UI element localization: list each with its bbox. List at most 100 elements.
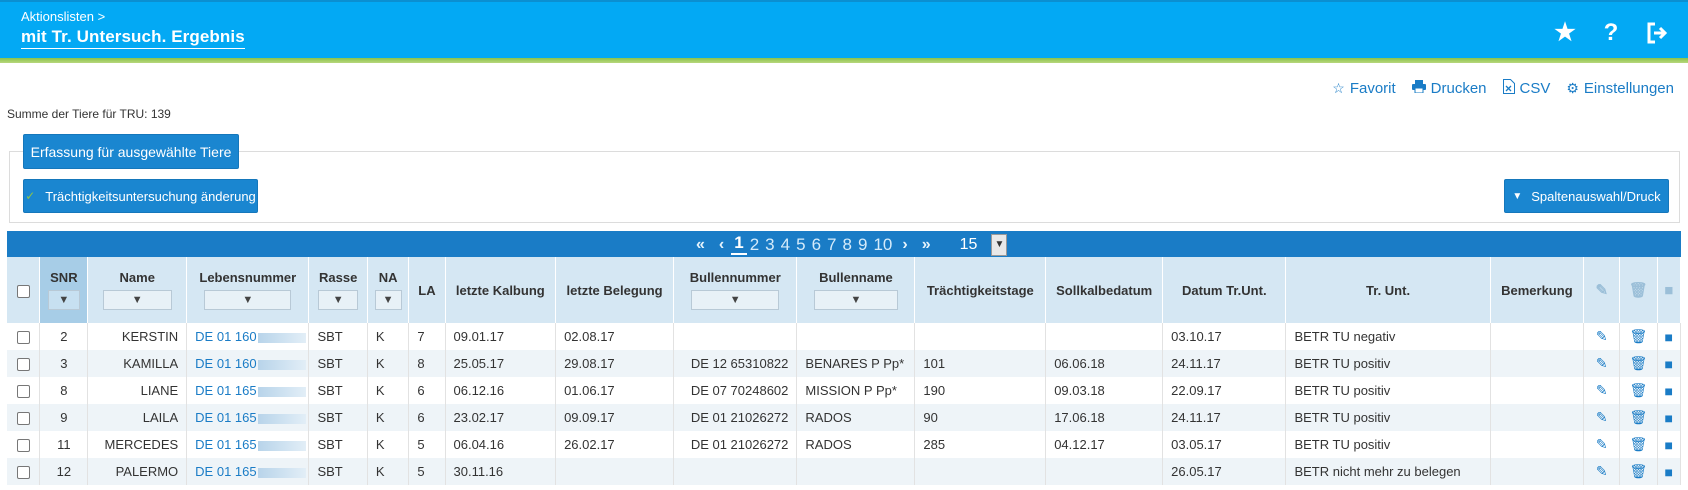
col-traechtigkeitstage[interactable]: Trächtigkeitstage	[914, 257, 1047, 323]
col-tr-unt[interactable]: Tr. Unt.	[1285, 257, 1491, 323]
logout-icon[interactable]	[1642, 20, 1672, 51]
help-icon[interactable]: ?	[1603, 19, 1619, 46]
cell-lebensnummer[interactable]: DE 01 165	[186, 404, 310, 431]
per-page-select[interactable]: 15 ▼	[960, 234, 1008, 256]
pencil-icon[interactable]: ✎	[1595, 355, 1608, 371]
col-snr[interactable]: SNR ▼	[39, 257, 89, 323]
page-link[interactable]: 2	[749, 235, 760, 254]
star-icon[interactable]: ★	[1554, 19, 1576, 46]
cell-lebensnummer[interactable]: DE 01 160	[186, 323, 310, 350]
row-checkbox[interactable]	[16, 439, 30, 453]
col-la[interactable]: LA	[408, 257, 446, 323]
document-icon[interactable]: ■	[1664, 436, 1673, 453]
page-link[interactable]: 5	[796, 235, 806, 254]
row-checkbox[interactable]	[16, 412, 30, 426]
page-link[interactable]: 8	[842, 235, 852, 254]
document-icon[interactable]: ■	[1664, 409, 1673, 426]
lebensnummer-link[interactable]: DE 01 165	[195, 383, 257, 398]
page-link[interactable]: 10	[873, 235, 893, 254]
row-checkbox[interactable]	[16, 466, 30, 480]
cell-bullennummer: DE 07 70248602	[673, 377, 798, 404]
col-na[interactable]: NA ▼	[367, 257, 410, 323]
drucken-link[interactable]: Drucken	[1411, 79, 1487, 97]
trash-icon[interactable]: 🗑	[1629, 328, 1648, 344]
breadcrumb[interactable]: Aktionslisten >	[21, 9, 106, 24]
cell-tr-unt: BETR TU positiv	[1285, 404, 1491, 431]
col-sollkalbedatum[interactable]: Sollkalbedatum	[1045, 257, 1164, 323]
next-page-icon[interactable]: ›	[902, 236, 908, 253]
trash-icon[interactable]: 🗑	[1629, 436, 1648, 452]
filter-icon[interactable]: ▼	[374, 290, 402, 310]
document-icon[interactable]: ■	[1664, 382, 1673, 399]
chevron-down-icon[interactable]: ▼	[991, 234, 1008, 256]
erfassung-button[interactable]: Erfassung für ausgewählte Tiere	[23, 134, 239, 169]
document-icon[interactable]: ■	[1664, 355, 1673, 372]
last-page-icon[interactable]: »	[921, 236, 931, 253]
pencil-icon[interactable]: ✎	[1595, 382, 1608, 398]
cell-datum-trunt: 24.11.17	[1162, 404, 1287, 431]
prev-page-icon[interactable]: ‹	[718, 236, 725, 253]
pencil-icon[interactable]: ✎	[1595, 436, 1608, 452]
cell-lebensnummer[interactable]: DE 01 160	[186, 350, 310, 377]
table-row[interactable]: 9 LAILA DE 01 165 SBT K 6 23.02.17 09.09.17 DE 0…	[7, 404, 1681, 431]
page-link[interactable]: 7	[827, 235, 837, 254]
row-checkbox[interactable]	[16, 358, 30, 372]
csv-link[interactable]: CSV	[1502, 79, 1550, 97]
pencil-icon[interactable]: ✎	[1595, 463, 1608, 479]
filter-icon[interactable]: ▼	[318, 290, 358, 310]
filter-icon[interactable]: ▼	[691, 290, 780, 310]
traechtigkeit-aenderung-button[interactable]: ✓ Trächtigkeitsuntersuchung änderung	[23, 179, 258, 213]
page-link[interactable]: 4	[780, 235, 791, 254]
cell-na: K	[367, 323, 410, 350]
document-icon[interactable]: ■	[1664, 328, 1673, 345]
col-bullenname[interactable]: Bullenname ▼	[796, 257, 916, 323]
lebensnummer-link[interactable]: DE 01 165	[195, 464, 257, 479]
page-link[interactable]: 3	[765, 235, 775, 254]
page-link[interactable]: 1	[731, 234, 747, 255]
first-page-icon[interactable]: «	[696, 236, 705, 253]
lebensnummer-link[interactable]: DE 01 165	[195, 410, 257, 425]
col-bullennummer[interactable]: Bullennummer ▼	[673, 257, 798, 323]
table-row[interactable]: 11 MERCEDES DE 01 165 SBT K 5 06.04.16 26.02.17…	[7, 431, 1681, 458]
lebensnummer-link[interactable]: DE 01 160	[195, 329, 257, 344]
favorit-link[interactable]: ☆ Favorit	[1332, 79, 1395, 97]
spaltenauswahl-button[interactable]: ▼ Spaltenauswahl/Druck	[1504, 179, 1669, 213]
row-select-cell	[7, 350, 41, 377]
redacted-number	[257, 413, 306, 424]
pencil-icon[interactable]: ✎	[1595, 328, 1608, 344]
filter-icon[interactable]: ▼	[48, 290, 80, 310]
table-row[interactable]: 12 PALERMO DE 01 165 SBT K 5 30.11.16 26.05.17 B…	[7, 458, 1681, 485]
einstellungen-link[interactable]: ⚙ Einstellungen	[1566, 79, 1674, 97]
lebensnummer-link[interactable]: DE 01 165	[195, 437, 257, 452]
trash-icon[interactable]: 🗑	[1629, 382, 1648, 398]
lebensnummer-link[interactable]: DE 01 160	[195, 356, 257, 371]
row-checkbox[interactable]	[16, 385, 30, 399]
cell-lebensnummer[interactable]: DE 01 165	[186, 377, 310, 404]
cell-name: KAMILLA	[87, 350, 188, 377]
trash-icon[interactable]: 🗑	[1629, 409, 1648, 425]
row-checkbox[interactable]	[16, 331, 30, 345]
filter-icon[interactable]: ▼	[102, 290, 172, 310]
col-letzte-belegung[interactable]: letzte Belegung	[555, 257, 675, 323]
page-link[interactable]: 9	[857, 235, 868, 254]
row-select-cell	[7, 458, 41, 485]
select-all-checkbox[interactable]	[16, 284, 30, 298]
cell-lebensnummer[interactable]: DE 01 165	[186, 431, 310, 458]
table-row[interactable]: 2 KERSTIN DE 01 160 SBT K 7 09.01.17 02.08.17 03…	[7, 323, 1681, 350]
filter-icon[interactable]: ▼	[814, 290, 898, 310]
cell-lebensnummer[interactable]: DE 01 165	[186, 458, 310, 485]
page-link[interactable]: 6	[811, 235, 822, 254]
document-icon[interactable]: ■	[1664, 463, 1673, 480]
trash-icon[interactable]: 🗑	[1629, 463, 1648, 479]
filter-icon[interactable]: ▼	[204, 290, 292, 310]
col-rasse[interactable]: Rasse ▼	[308, 257, 368, 323]
trash-icon[interactable]: 🗑	[1629, 355, 1648, 371]
col-lebensnummer[interactable]: Lebensnummer ▼	[186, 257, 310, 323]
col-name[interactable]: Name ▼	[87, 257, 188, 323]
col-letzte-kalbung[interactable]: letzte Kalbung	[445, 257, 557, 323]
col-datum-trunt[interactable]: Datum Tr.Unt.	[1162, 257, 1287, 323]
pencil-icon[interactable]: ✎	[1595, 409, 1608, 425]
col-bemerkung[interactable]: Bemerkung	[1490, 257, 1585, 323]
table-row[interactable]: 8 LIANE DE 01 165 SBT K 6 06.12.16 01.06.17 DE 0…	[7, 377, 1681, 404]
table-row[interactable]: 3 KAMILLA DE 01 160 SBT K 8 25.05.17 29.08.17 DE…	[7, 350, 1681, 377]
